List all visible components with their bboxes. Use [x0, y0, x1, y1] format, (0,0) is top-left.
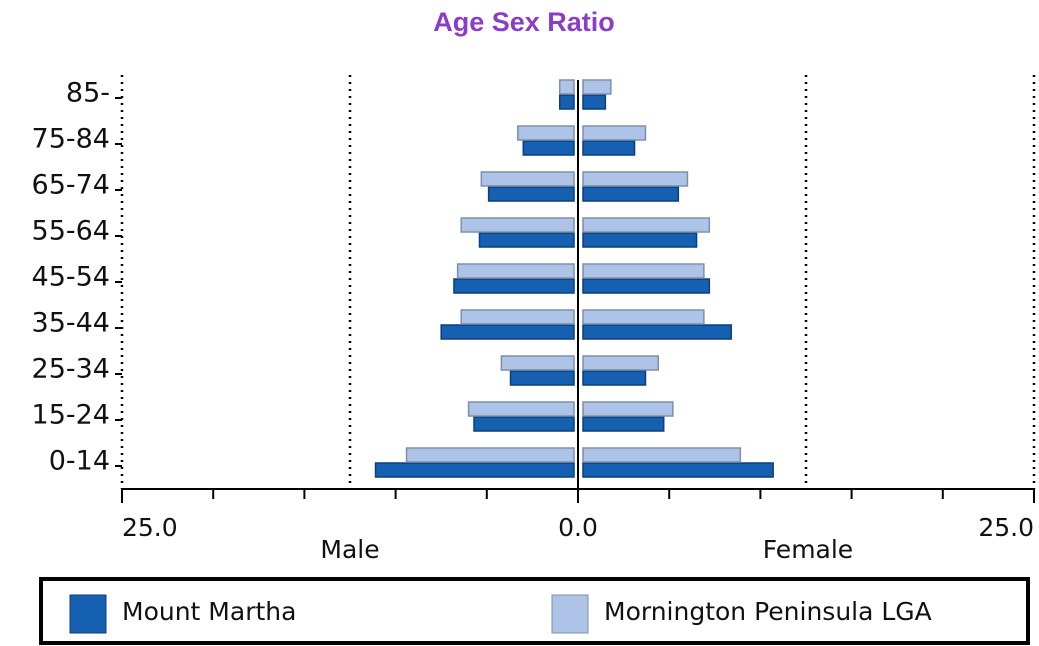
bar: [522, 140, 575, 156]
y-tick-label: 15-24: [32, 400, 110, 431]
y-tick-label: 75-84: [32, 124, 110, 155]
bar: [582, 355, 660, 371]
chart-title: Age Sex Ratio: [433, 7, 615, 37]
bar: [582, 140, 636, 156]
legend-label: Mount Martha: [122, 597, 296, 626]
y-tick-label: 55-64: [32, 216, 110, 247]
y-tick-label: 35-44: [32, 308, 110, 339]
bar: [500, 355, 575, 371]
bar: [582, 370, 647, 386]
y-tick-label: 85-: [66, 78, 110, 109]
bar: [582, 462, 774, 478]
x-axis-label: Male: [320, 535, 379, 564]
y-tick-label: 0-14: [49, 446, 110, 477]
x-tick-label: 25.0: [978, 513, 1034, 542]
y-tick-label: 25-34: [32, 354, 110, 385]
bar: [582, 416, 665, 432]
bar: [453, 278, 575, 294]
bar: [582, 324, 732, 340]
bar: [480, 171, 575, 187]
bar: [582, 263, 705, 279]
legend-swatch: [69, 594, 107, 634]
bar: [582, 309, 705, 325]
legend-box: [39, 577, 1030, 645]
bar: [460, 217, 575, 233]
bar: [582, 278, 711, 294]
bar: [509, 370, 575, 386]
bar: [487, 186, 575, 202]
y-tick-label: 45-54: [32, 262, 110, 293]
legend-swatch: [551, 594, 589, 634]
x-axis-label: Female: [763, 535, 853, 564]
bar: [559, 79, 575, 95]
bar: [440, 324, 575, 340]
bar: [467, 401, 575, 417]
x-tick-label: 0.0: [558, 513, 598, 542]
bar: [582, 94, 607, 110]
bar: [582, 217, 711, 233]
bar: [582, 125, 647, 141]
bar: [460, 309, 575, 325]
x-tick-label: 25.0: [122, 513, 178, 542]
bar: [405, 447, 575, 463]
bar: [582, 79, 612, 95]
bar: [478, 232, 575, 248]
bar: [582, 401, 674, 417]
bar: [456, 263, 575, 279]
bar: [582, 232, 698, 248]
legend-label: Mornington Peninsula LGA: [604, 597, 932, 626]
bar: [582, 186, 680, 202]
bar: [582, 171, 689, 187]
bar: [582, 447, 742, 463]
bar: [473, 416, 575, 432]
y-tick-label: 65-74: [32, 170, 110, 201]
bar: [517, 125, 575, 141]
bar: [559, 94, 575, 110]
bar: [374, 462, 575, 478]
